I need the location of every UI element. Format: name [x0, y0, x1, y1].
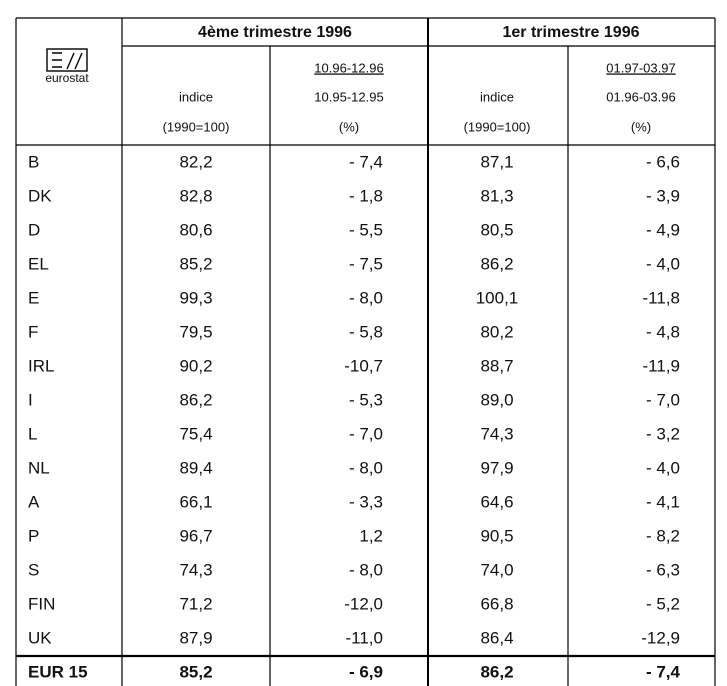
- cell: - 3,2: [646, 424, 680, 443]
- column-subheader: indice: [480, 89, 514, 104]
- total-cell: 85,2: [179, 662, 212, 681]
- cell: 79,5: [179, 322, 212, 341]
- column-subheader: 10.96-12.96: [314, 60, 383, 75]
- cell: - 1,8: [349, 186, 383, 205]
- column-subheader: indice: [179, 89, 213, 104]
- cell: 87,1: [480, 152, 513, 171]
- cell: - 5,8: [349, 322, 383, 341]
- cell: -10,7: [344, 356, 383, 375]
- cell: - 6,6: [646, 152, 680, 171]
- cell: 66,1: [179, 492, 212, 511]
- cell: 90,5: [480, 526, 513, 545]
- group-header: 4ème trimestre 1996: [198, 24, 352, 41]
- cell: 71,2: [179, 594, 212, 613]
- column-subheader: 01.97-03.97: [606, 60, 675, 75]
- cell: - 5,5: [349, 220, 383, 239]
- row-label: P: [28, 526, 39, 545]
- cell: - 6,3: [646, 560, 680, 579]
- cell: 66,8: [480, 594, 513, 613]
- cell: 74,0: [480, 560, 513, 579]
- cell: -11,8: [643, 288, 681, 307]
- row-label: A: [28, 492, 40, 511]
- cell: 82,2: [179, 152, 212, 171]
- cell: 88,7: [480, 356, 513, 375]
- cell: 74,3: [179, 560, 212, 579]
- cell: - 8,0: [349, 288, 383, 307]
- total-label: EUR 15: [28, 662, 88, 681]
- cell: 96,7: [179, 526, 212, 545]
- logo-icon: [46, 48, 88, 72]
- row-label: D: [28, 220, 40, 239]
- column-subheader: (%): [339, 119, 359, 134]
- row-label: L: [28, 424, 37, 443]
- row-label: IRL: [28, 356, 54, 375]
- row-label: DK: [28, 186, 52, 205]
- cell: - 7,0: [349, 424, 383, 443]
- cell: - 4,8: [646, 322, 680, 341]
- cell: 1,2: [359, 526, 383, 545]
- cell: 86,2: [179, 390, 212, 409]
- column-subheader: 01.96-03.96: [606, 89, 675, 104]
- cell: - 7,0: [646, 390, 680, 409]
- cell: - 4,0: [646, 458, 680, 477]
- cell: 82,8: [179, 186, 212, 205]
- cell: 80,6: [179, 220, 212, 239]
- column-subheader: (1990=100): [163, 119, 230, 134]
- cell: 99,3: [179, 288, 212, 307]
- logo-text: eurostat: [45, 71, 89, 85]
- cell: 75,4: [179, 424, 212, 443]
- row-label: NL: [28, 458, 50, 477]
- cell: - 7,4: [349, 152, 383, 171]
- row-label: B: [28, 152, 39, 171]
- cell: - 4,1: [646, 492, 680, 511]
- cell: 89,4: [179, 458, 212, 477]
- cell: - 4,9: [646, 220, 680, 239]
- column-subheader: (%): [631, 119, 651, 134]
- row-label: E: [28, 288, 39, 307]
- cell: 90,2: [179, 356, 212, 375]
- cell: - 3,9: [646, 186, 680, 205]
- row-label: FIN: [28, 594, 55, 613]
- cell: -11,9: [643, 356, 681, 375]
- total-cell: 86,2: [480, 662, 513, 681]
- cell: - 5,3: [349, 390, 383, 409]
- row-label: UK: [28, 628, 52, 647]
- cell: - 3,3: [349, 492, 383, 511]
- cell: 74,3: [480, 424, 513, 443]
- cell: 81,3: [480, 186, 513, 205]
- cell: 86,2: [480, 254, 513, 273]
- cell: - 5,2: [646, 594, 680, 613]
- cell: 86,4: [480, 628, 513, 647]
- grid: [15, 17, 716, 686]
- cell: - 8,2: [646, 526, 680, 545]
- cell: 100,1: [476, 288, 519, 307]
- row-label: EL: [28, 254, 49, 273]
- cell: 97,9: [480, 458, 513, 477]
- cell: 64,6: [480, 492, 513, 511]
- row-label: F: [28, 322, 38, 341]
- total-cell: - 7,4: [646, 662, 681, 681]
- cell: -11,0: [346, 628, 384, 647]
- cell: - 8,0: [349, 458, 383, 477]
- row-label: I: [28, 390, 33, 409]
- group-header: 1er trimestre 1996: [503, 24, 640, 41]
- column-subheader: 10.95-12.95: [314, 89, 383, 104]
- cell: 85,2: [179, 254, 212, 273]
- cell: - 8,0: [349, 560, 383, 579]
- cell: 89,0: [480, 390, 513, 409]
- cell: 87,9: [179, 628, 212, 647]
- cell: - 4,0: [646, 254, 680, 273]
- column-subheader: (1990=100): [464, 119, 531, 134]
- cell: 80,5: [480, 220, 513, 239]
- cell: -12,0: [344, 594, 383, 613]
- cell: 80,2: [480, 322, 513, 341]
- total-cell: - 6,9: [349, 662, 383, 681]
- cell: - 7,5: [349, 254, 383, 273]
- cell: -12,9: [641, 628, 680, 647]
- row-label: S: [28, 560, 39, 579]
